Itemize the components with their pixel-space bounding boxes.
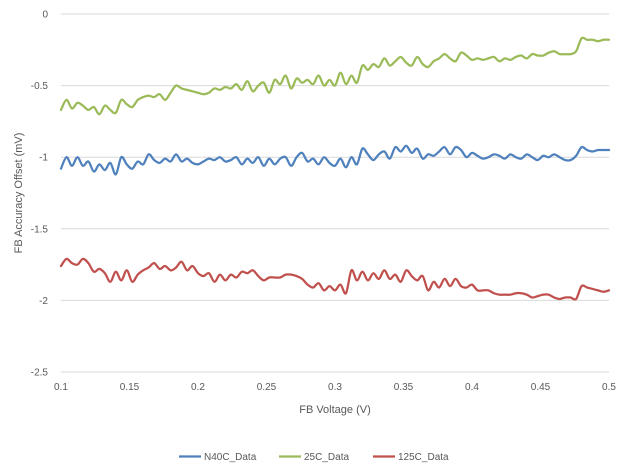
y-tick-label: -1.5 [31,224,49,235]
x-tick-label: 0.3 [328,382,342,393]
x-tick-label: 0.1 [54,382,68,393]
legend: N40C_Data 25C_Data 125C_Data [179,452,449,463]
x-tick-label: 0.25 [257,382,277,393]
series-lines [59,36,611,301]
y-tick-label: -2 [39,296,48,307]
tick-labels: 0 -0.5 -1 -1.5 -2 -2.5 0.1 0.15 0.2 0.25 0.3 0.35 0.… [31,10,617,394]
series-line-n40c-data [59,144,611,176]
gridlines [61,13,609,373]
x-tick-label: 0.5 [602,382,616,393]
y-axis-title: FB Accuracy Offset (mV) [13,133,25,254]
legend-item-25c-data: 25C_Data [279,452,349,463]
x-tick-label: 0.2 [191,382,205,393]
y-tick-label: -2.5 [31,368,49,379]
legend-item-n40c-data: N40C_Data [179,452,257,463]
x-tick-label: 0.4 [465,382,479,393]
legend-label: 125C_Data [398,452,449,463]
legend-label: N40C_Data [204,452,257,463]
x-axis-title: FB Voltage (V) [299,404,371,416]
y-tick-label: 0 [42,10,48,21]
legend-label: 25C_Data [304,452,349,463]
x-tick-label: 0.45 [531,382,551,393]
x-tick-label: 0.15 [120,382,140,393]
legend-item-125c-data: 125C_Data [373,452,449,463]
series-line-25c-data [59,36,611,116]
y-tick-label: -0.5 [31,81,49,92]
series-line-125c-data [59,257,611,301]
y-tick-label: -1 [39,153,48,164]
x-tick-label: 0.35 [394,382,414,393]
